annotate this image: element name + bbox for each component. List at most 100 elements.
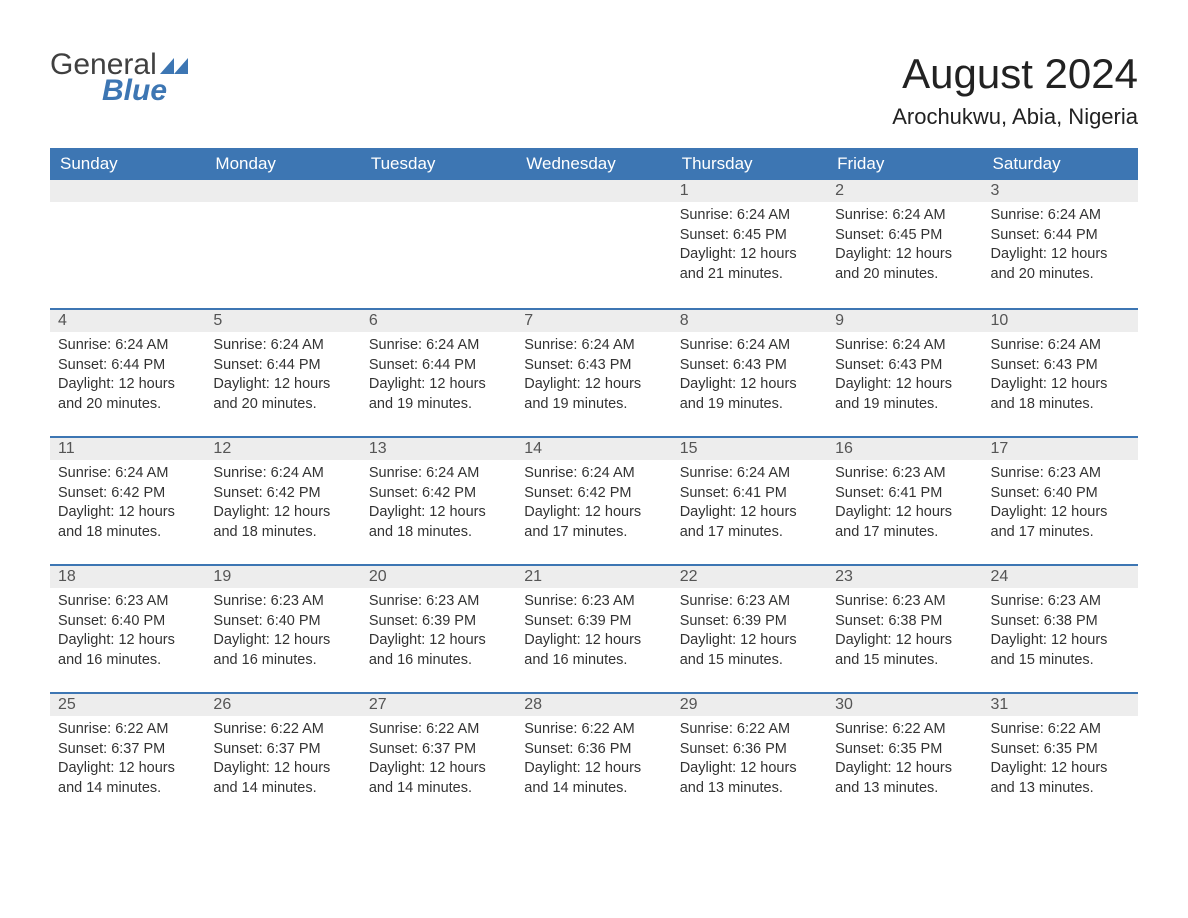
calendar-day: 28Sunrise: 6:22 AMSunset: 6:36 PMDayligh…: [516, 694, 671, 820]
day-number: 7: [516, 310, 671, 332]
day-details: Sunrise: 6:24 AMSunset: 6:43 PMDaylight:…: [516, 332, 671, 424]
calendar-week: 11Sunrise: 6:24 AMSunset: 6:42 PMDayligh…: [50, 436, 1138, 564]
calendar-week: 18Sunrise: 6:23 AMSunset: 6:40 PMDayligh…: [50, 564, 1138, 692]
calendar-day: 23Sunrise: 6:23 AMSunset: 6:38 PMDayligh…: [827, 566, 982, 692]
sunset-line: Sunset: 6:40 PM: [991, 484, 1130, 504]
daylight-line: Daylight: 12 hours and 19 minutes.: [680, 375, 819, 414]
daylight-line: Daylight: 12 hours and 18 minutes.: [58, 503, 197, 542]
sunrise-line: Sunrise: 6:24 AM: [524, 464, 663, 484]
daylight-line: Daylight: 12 hours and 17 minutes.: [524, 503, 663, 542]
calendar-day: 27 Sunrise: 6:22 AMSunset: 6:37 PMDayligh…: [361, 694, 516, 820]
sunrise-line: Sunrise: 6:23 AM: [369, 592, 508, 612]
daylight-line: Daylight: 12 hours and 18 minutes.: [991, 375, 1130, 414]
calendar-day: 24Sunrise: 6:23 AMSunset: 6:38 PMDayligh…: [983, 566, 1138, 692]
day-number: 11: [50, 438, 205, 460]
sunrise-line: Sunrise: 6:23 AM: [213, 592, 352, 612]
sunrise-line: Sunrise: 6:24 AM: [213, 464, 352, 484]
daylight-line: Daylight: 12 hours and 14 minutes.: [369, 759, 508, 798]
day-number: 27: [361, 694, 516, 716]
day-details: Sunrise: 6:23 AMSunset: 6:40 PMDaylight:…: [983, 460, 1138, 552]
sunset-line: Sunset: 6:42 PM: [213, 484, 352, 504]
calendar-day: 18Sunrise: 6:23 AMSunset: 6:40 PMDayligh…: [50, 566, 205, 692]
daylight-line: Daylight: 12 hours and 15 minutes.: [680, 631, 819, 670]
sunrise-line: Sunrise: 6:24 AM: [369, 464, 508, 484]
weekday-header: Monday: [205, 148, 360, 180]
sunrise-line: Sunrise: 6:24 AM: [369, 336, 508, 356]
day-number: 31: [983, 694, 1138, 716]
day-details: Sunrise: 6:24 AMSunset: 6:44 PMDaylight:…: [983, 202, 1138, 294]
day-details: Sunrise: 6:24 AMSunset: 6:43 PMDaylight:…: [983, 332, 1138, 424]
daylight-line: Daylight: 12 hours and 17 minutes.: [680, 503, 819, 542]
day-details: Sunrise: 6:22 AMSunset: 6:36 PMDaylight:…: [672, 716, 827, 808]
logo-flag-icon: [160, 50, 188, 68]
calendar-day: [50, 180, 205, 308]
daylight-line: Daylight: 12 hours and 16 minutes.: [369, 631, 508, 670]
calendar-day: 20Sunrise: 6:23 AMSunset: 6:39 PMDayligh…: [361, 566, 516, 692]
daylight-line: Daylight: 12 hours and 18 minutes.: [369, 503, 508, 542]
day-number: 12: [205, 438, 360, 460]
day-number: 20: [361, 566, 516, 588]
day-number: [361, 180, 516, 202]
daylight-line: Daylight: 12 hours and 20 minutes.: [58, 375, 197, 414]
sunset-line: Sunset: 6:41 PM: [680, 484, 819, 504]
day-number: 8: [672, 310, 827, 332]
day-number: 22: [672, 566, 827, 588]
sunset-line: Sunset: 6:37 PM: [369, 740, 508, 760]
sunset-line: Sunset: 6:43 PM: [835, 356, 974, 376]
sunrise-line: Sunrise: 6:22 AM: [369, 720, 508, 740]
day-number: 21: [516, 566, 671, 588]
sunset-line: Sunset: 6:36 PM: [680, 740, 819, 760]
sunrise-line: Sunrise: 6:23 AM: [835, 464, 974, 484]
sunrise-line: Sunrise: 6:23 AM: [991, 592, 1130, 612]
calendar: SundayMondayTuesdayWednesdayThursdayFrid…: [50, 148, 1138, 820]
sunset-line: Sunset: 6:43 PM: [680, 356, 819, 376]
day-number: 18: [50, 566, 205, 588]
sunrise-line: Sunrise: 6:24 AM: [991, 206, 1130, 226]
day-details: Sunrise: 6:24 AMSunset: 6:45 PMDaylight:…: [672, 202, 827, 294]
sunset-line: Sunset: 6:39 PM: [524, 612, 663, 632]
sunrise-line: Sunrise: 6:24 AM: [58, 464, 197, 484]
day-number: 6: [361, 310, 516, 332]
sunset-line: Sunset: 6:37 PM: [58, 740, 197, 760]
day-number: 25: [50, 694, 205, 716]
sunset-line: Sunset: 6:41 PM: [835, 484, 974, 504]
sunrise-line: Sunrise: 6:23 AM: [524, 592, 663, 612]
sunrise-line: Sunrise: 6:23 AM: [835, 592, 974, 612]
day-number: 28: [516, 694, 671, 716]
day-details: Sunrise: 6:24 AMSunset: 6:41 PMDaylight:…: [672, 460, 827, 552]
day-number: 4: [50, 310, 205, 332]
daylight-line: Daylight: 12 hours and 13 minutes.: [835, 759, 974, 798]
sunrise-line: Sunrise: 6:24 AM: [835, 206, 974, 226]
calendar-day: [361, 180, 516, 308]
weekday-header: Sunday: [50, 148, 205, 180]
day-details: Sunrise: 6:24 AMSunset: 6:44 PMDaylight:…: [205, 332, 360, 424]
day-number: 30: [827, 694, 982, 716]
calendar-day: 13Sunrise: 6:24 AMSunset: 6:42 PMDayligh…: [361, 438, 516, 564]
day-number: 29: [672, 694, 827, 716]
day-number: 24: [983, 566, 1138, 588]
calendar-day: 8Sunrise: 6:24 AMSunset: 6:43 PMDaylight…: [672, 310, 827, 436]
sunset-line: Sunset: 6:44 PM: [991, 226, 1130, 246]
day-details: Sunrise: 6:24 AMSunset: 6:45 PMDaylight:…: [827, 202, 982, 294]
day-details: Sunrise: 6:24 AMSunset: 6:42 PMDaylight:…: [516, 460, 671, 552]
calendar-day: 11Sunrise: 6:24 AMSunset: 6:42 PMDayligh…: [50, 438, 205, 564]
calendar-day: 31Sunrise: 6:22 AMSunset: 6:35 PMDayligh…: [983, 694, 1138, 820]
calendar-day: 16Sunrise: 6:23 AMSunset: 6:41 PMDayligh…: [827, 438, 982, 564]
sunrise-line: Sunrise: 6:22 AM: [58, 720, 197, 740]
day-details: Sunrise: 6:24 AMSunset: 6:44 PMDaylight:…: [361, 332, 516, 424]
weekday-header: Wednesday: [516, 148, 671, 180]
daylight-line: Daylight: 12 hours and 20 minutes.: [835, 245, 974, 284]
sunrise-line: Sunrise: 6:23 AM: [58, 592, 197, 612]
weekday-header: Tuesday: [361, 148, 516, 180]
daylight-line: Daylight: 12 hours and 16 minutes.: [524, 631, 663, 670]
day-number: [516, 180, 671, 202]
logo: General Blue: [50, 50, 188, 106]
day-number: [50, 180, 205, 202]
sunrise-line: Sunrise: 6:22 AM: [835, 720, 974, 740]
day-details: Sunrise: 6:23 AMSunset: 6:41 PMDaylight:…: [827, 460, 982, 552]
sunrise-line: Sunrise: 6:22 AM: [680, 720, 819, 740]
calendar-day: 19Sunrise: 6:23 AMSunset: 6:40 PMDayligh…: [205, 566, 360, 692]
calendar-day: 12Sunrise: 6:24 AMSunset: 6:42 PMDayligh…: [205, 438, 360, 564]
calendar-week: 25Sunrise: 6:22 AMSunset: 6:37 PMDayligh…: [50, 692, 1138, 820]
day-number: 16: [827, 438, 982, 460]
